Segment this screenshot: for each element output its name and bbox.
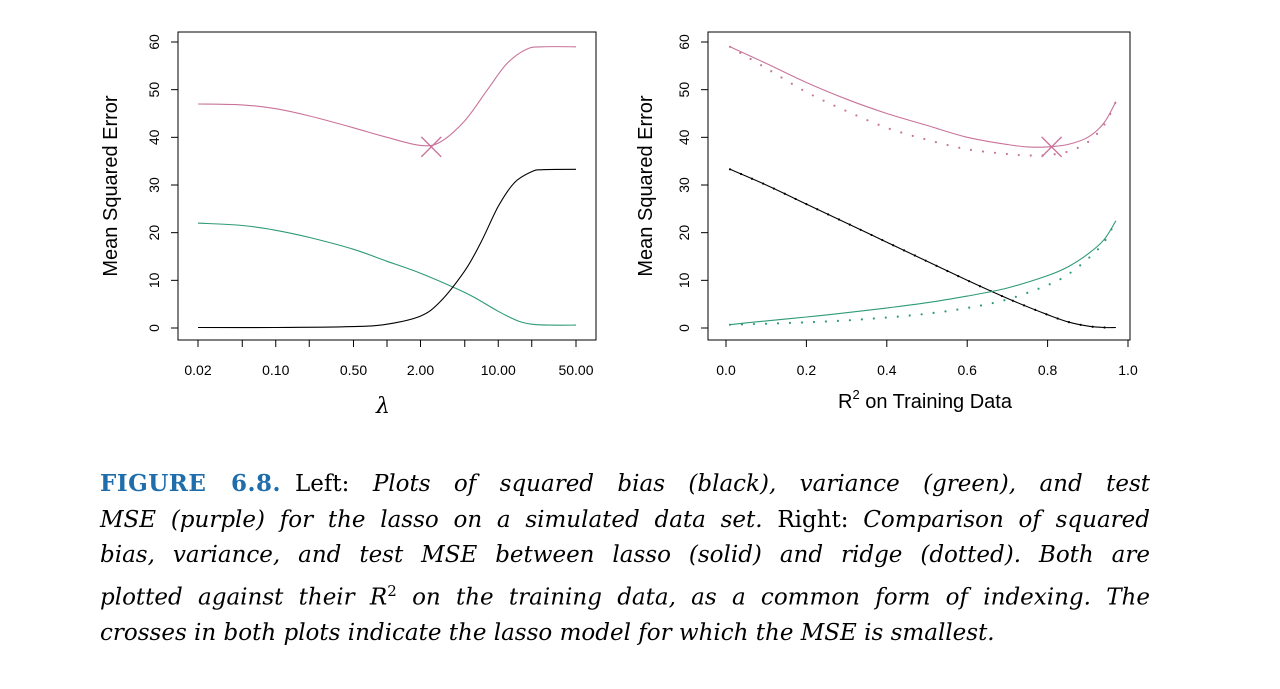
- plot-frame: [707, 31, 1131, 341]
- left-chart: 0 10 20 30 40 50 60 0.02 0.10 0.50 2.00 10.00 50.00 M…: [100, 31, 597, 419]
- caption-text: on the training data, as a common form o…: [396, 584, 1150, 611]
- caption-line: FIGURE 6.8. Left: Plots of squared bias (…: [100, 466, 1150, 503]
- y-tick-label: 60: [676, 34, 692, 50]
- x-axis-label: R2 on Training Data: [838, 387, 1013, 413]
- caption-text: Plots of squared bias (black), variance …: [372, 471, 1150, 497]
- x-tick-label: 0.50: [340, 362, 367, 378]
- x-tick-label: 0.2: [797, 362, 817, 378]
- x-tick-label: 0.10: [262, 362, 289, 378]
- y-tick-label: 10: [676, 272, 692, 288]
- min-mse-cross: [1041, 136, 1063, 158]
- caption-text: Comparison of squared: [863, 506, 1151, 533]
- bias-line: [197, 168, 577, 329]
- caption-line: plotted against their R2 on the training…: [100, 574, 1150, 616]
- y-tick-label: 40: [146, 129, 162, 145]
- x-tick-label: 0.8: [1038, 362, 1058, 378]
- mse-line: [197, 46, 577, 147]
- caption-line: crosses in both plots indicate the lasso…: [100, 616, 1150, 652]
- caption-text: 2: [387, 581, 397, 600]
- variance-line: [729, 220, 1117, 326]
- figure-label: FIGURE 6.8.: [100, 470, 282, 497]
- x-tick-label: 0.6: [957, 362, 977, 378]
- bias-line: [729, 168, 1116, 329]
- caption-text: MSE (purple) for the lasso on a simulate…: [100, 506, 763, 533]
- figure-plots: 0 10 20 30 40 50 60 0.02 0.10 0.50 2.00 10.00 50.00 M…: [100, 31, 1138, 419]
- figure-caption: FIGURE 6.8. Left: Plots of squared bias (…: [100, 466, 1150, 651]
- y-tick-label: 10: [146, 272, 162, 288]
- y-axis-label: Mean Squared Error: [635, 95, 657, 277]
- x-tick-label: 10.00: [481, 362, 516, 378]
- x-tick-label: 0.4: [877, 362, 897, 378]
- right-chart: 0 10 20 30 40 50 60 0.0 0.2 0.4 0.6 0.8 1.0 Mean Squa…: [635, 31, 1138, 413]
- caption-line: bias, variance, and test MSE between las…: [100, 538, 1150, 574]
- y-tick-label: 60: [146, 34, 162, 50]
- y-tick-label: 0: [146, 324, 162, 332]
- caption-text: crosses in both plots indicate the lasso…: [100, 619, 995, 646]
- caption-text: Left:: [295, 471, 373, 497]
- y-tick-label: 0: [676, 324, 692, 332]
- ridge-variance-line: [728, 219, 1117, 326]
- y-tick-label: 30: [676, 177, 692, 193]
- plot-frame: [177, 31, 597, 341]
- y-tick-label: 20: [146, 225, 162, 241]
- x-axis-label: λ: [375, 394, 390, 419]
- x-tick-label: 0.0: [716, 362, 736, 378]
- caption-text: plotted against their R: [100, 584, 388, 611]
- x-tick-label: 2.00: [407, 362, 434, 378]
- y-axis-label: Mean Squared Error: [100, 95, 122, 277]
- y-tick-label: 20: [676, 225, 692, 241]
- min-mse-cross: [420, 136, 442, 158]
- variance-line: [197, 222, 577, 326]
- y-tick-label: 50: [676, 82, 692, 98]
- y-tick-label: 50: [146, 82, 162, 98]
- caption-text: bias, variance, and test MSE between las…: [100, 542, 1150, 568]
- ridge-mse-line: [728, 45, 1117, 157]
- x-tick-label: 50.00: [558, 362, 593, 378]
- x-tick-label: 0.02: [184, 362, 211, 378]
- mse-line: [729, 46, 1117, 148]
- y-tick-label: 30: [146, 177, 162, 193]
- ridge-bias-line: [728, 168, 1117, 329]
- x-tick-label: 1.0: [1118, 362, 1138, 378]
- caption-line: MSE (purple) for the lasso on a simulate…: [100, 503, 1150, 539]
- y-tick-label: 40: [676, 129, 692, 145]
- caption-text: Right:: [762, 506, 864, 533]
